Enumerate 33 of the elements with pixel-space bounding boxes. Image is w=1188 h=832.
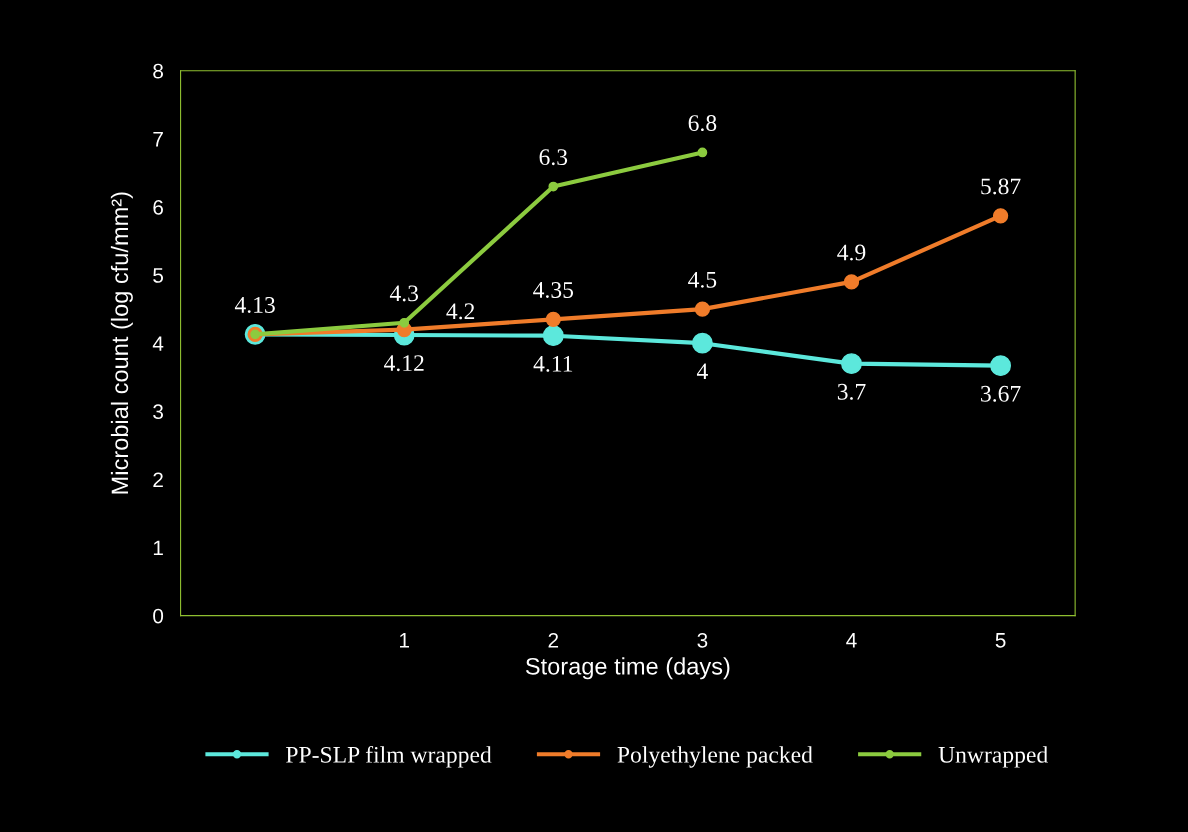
legend-label: Polyethylene packed: [617, 746, 813, 768]
x-tick-label: 1: [400, 633, 409, 648]
y-tick-label: 0: [153, 608, 164, 624]
data-label: 3.67: [981, 385, 1021, 402]
data-label: 6.8: [688, 115, 717, 132]
data-label: 4.12: [384, 355, 424, 372]
y-tick-label: 6: [153, 199, 163, 215]
x-axis-title: Storage time (days): [525, 657, 730, 680]
data-label: 4: [696, 363, 708, 380]
x-tick-label: 3: [697, 632, 708, 648]
data-label: 3.7: [837, 383, 866, 400]
y-tick-label: 1: [153, 540, 163, 556]
y-tick-label: 5: [153, 268, 164, 283]
data-label: 4.5: [688, 271, 717, 288]
data-label: 4.13: [234, 297, 275, 313]
y-tick-label: 4: [152, 336, 164, 351]
data-label: 5.87: [981, 178, 1021, 195]
y-tick-label: 2: [153, 472, 163, 487]
y-axis-title: Microbial count (log cfu/mm²): [110, 192, 133, 494]
y-tick-label: 7: [153, 132, 163, 147]
x-tick-label: 5: [995, 633, 1006, 648]
data-label: 4.9: [837, 244, 866, 261]
data-label: 4.35: [533, 282, 574, 298]
data-label: 4.11: [533, 355, 573, 372]
legend-label: Unwrapped: [938, 746, 1048, 768]
legend-label: PP-SLP film wrapped: [286, 745, 492, 768]
data-label: 6.3: [539, 149, 568, 166]
y-tick-label: 8: [153, 63, 163, 79]
x-tick-label: 2: [548, 632, 559, 648]
data-label: 4.3: [389, 285, 419, 302]
y-tick-label: 3: [153, 404, 163, 420]
x-tick-label: 4: [846, 633, 857, 648]
data-label: 4.2: [446, 303, 475, 320]
